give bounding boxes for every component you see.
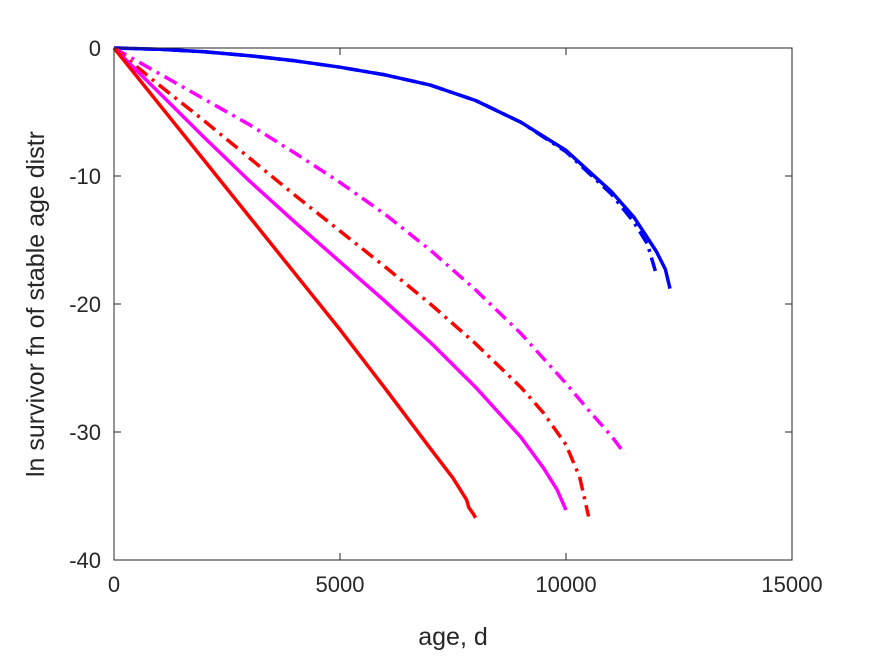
series-line-2: [113, 46, 659, 276]
ticks-layer: 0 5000 10000 15000 0 -10 -20 -30 -40: [69, 36, 822, 597]
x-tick-label: 0: [108, 572, 120, 597]
plot-frame: [113, 47, 793, 561]
x-tick-label: 10000: [535, 572, 596, 597]
y-tick-label: -10: [69, 164, 101, 189]
series-line-6: [112, 46, 478, 519]
series-line-5: [112, 46, 568, 511]
y-tick-label: 0: [89, 36, 101, 61]
x-tick-label: 5000: [316, 572, 365, 597]
series-line-4: [112, 46, 591, 517]
y-axis-label: ln survivor fn of stable age distr: [22, 131, 50, 477]
x-tick-label: 15000: [761, 572, 822, 597]
y-tick-label: -40: [69, 548, 101, 573]
y-tick-label: -30: [69, 420, 101, 445]
y-tick-label: -20: [69, 292, 101, 317]
x-axis-label: age, d: [418, 623, 488, 651]
series-line-1: [113, 46, 672, 290]
series-layer: [112, 46, 672, 519]
